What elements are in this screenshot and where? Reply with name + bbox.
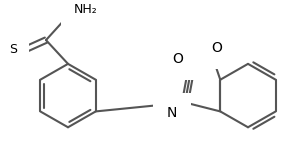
Text: O: O (172, 52, 183, 66)
Text: NH₂: NH₂ (74, 3, 98, 16)
Text: S: S (9, 44, 17, 56)
Text: N: N (167, 106, 177, 120)
Text: O: O (211, 41, 222, 55)
